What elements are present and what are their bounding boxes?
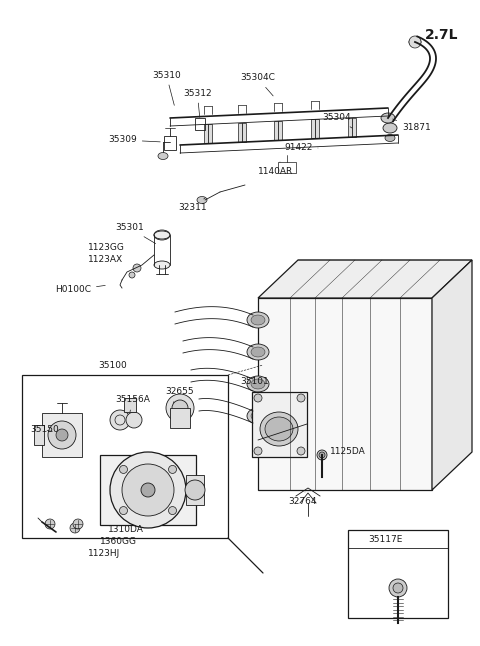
Ellipse shape [197, 196, 207, 203]
Circle shape [45, 519, 55, 529]
Text: 35310: 35310 [152, 70, 181, 105]
Circle shape [122, 464, 174, 516]
Text: 1360GG: 1360GG [100, 537, 137, 547]
Circle shape [56, 429, 68, 441]
Text: 1123HJ: 1123HJ [88, 550, 120, 559]
Text: 35301: 35301 [115, 224, 156, 244]
Ellipse shape [385, 134, 395, 141]
Circle shape [70, 523, 80, 533]
Circle shape [73, 519, 83, 529]
Text: H0100C: H0100C [55, 286, 105, 295]
Circle shape [168, 465, 177, 474]
Bar [252, 392, 307, 457]
Bar [348, 530, 448, 618]
Polygon shape [258, 298, 432, 490]
Circle shape [110, 452, 186, 528]
Ellipse shape [251, 379, 265, 389]
Ellipse shape [247, 344, 269, 360]
Bar [34, 425, 44, 445]
Text: 35156A: 35156A [115, 395, 150, 412]
Circle shape [129, 272, 135, 278]
Circle shape [409, 36, 421, 48]
Circle shape [185, 480, 205, 500]
Circle shape [120, 465, 128, 474]
Text: 32655: 32655 [165, 388, 193, 402]
Ellipse shape [247, 408, 269, 424]
Ellipse shape [247, 312, 269, 328]
Bar [311, 120, 319, 138]
Bar [204, 124, 212, 143]
Bar [100, 455, 196, 525]
Circle shape [126, 412, 142, 428]
Bar [164, 136, 176, 150]
Circle shape [120, 506, 128, 515]
Text: 32311: 32311 [178, 198, 206, 213]
Text: 35100: 35100 [98, 360, 127, 370]
Bar [170, 408, 190, 428]
Ellipse shape [383, 123, 397, 133]
Ellipse shape [154, 231, 170, 239]
Ellipse shape [381, 113, 395, 123]
Circle shape [297, 394, 305, 402]
Circle shape [141, 483, 155, 497]
Bar [238, 123, 246, 141]
Ellipse shape [247, 376, 269, 392]
Circle shape [254, 447, 262, 455]
Bar [42, 413, 82, 457]
Bar [124, 398, 136, 412]
Ellipse shape [251, 347, 265, 357]
Text: 1140AR: 1140AR [258, 162, 293, 176]
Polygon shape [432, 260, 472, 490]
Circle shape [254, 394, 262, 402]
Circle shape [297, 447, 305, 455]
Text: 35304C: 35304C [240, 74, 275, 96]
Text: 35117E: 35117E [368, 536, 402, 545]
Circle shape [317, 450, 327, 460]
Ellipse shape [154, 261, 170, 269]
Ellipse shape [409, 38, 421, 46]
Ellipse shape [251, 315, 265, 325]
Circle shape [110, 410, 130, 430]
Circle shape [319, 452, 325, 458]
Bar [274, 121, 282, 140]
Bar [186, 475, 204, 505]
Text: 35309: 35309 [108, 136, 160, 145]
Polygon shape [258, 260, 472, 298]
Text: 31871: 31871 [393, 119, 431, 132]
Text: 1125DA: 1125DA [322, 448, 366, 460]
Ellipse shape [260, 412, 298, 446]
Ellipse shape [251, 411, 265, 421]
Text: 1310DA: 1310DA [108, 525, 144, 534]
Circle shape [172, 400, 188, 416]
Text: 91422: 91422 [284, 143, 318, 152]
Text: 35304: 35304 [322, 114, 352, 128]
Text: 2.7L: 2.7L [425, 28, 458, 42]
Text: 35150: 35150 [30, 426, 59, 435]
Circle shape [166, 394, 194, 422]
Bar [195, 118, 205, 130]
Circle shape [393, 583, 403, 593]
Circle shape [389, 579, 407, 597]
Text: 35101: 35101 [240, 377, 269, 392]
Circle shape [168, 506, 177, 515]
Bar [348, 118, 356, 137]
Text: 1123GG: 1123GG [88, 244, 125, 253]
Ellipse shape [158, 152, 168, 160]
Text: 1123AX: 1123AX [88, 256, 123, 264]
Circle shape [48, 421, 76, 449]
Text: 35312: 35312 [183, 89, 212, 117]
Bar [278, 162, 296, 173]
Ellipse shape [265, 417, 293, 441]
Circle shape [133, 264, 141, 272]
Text: 32764: 32764 [288, 492, 316, 506]
